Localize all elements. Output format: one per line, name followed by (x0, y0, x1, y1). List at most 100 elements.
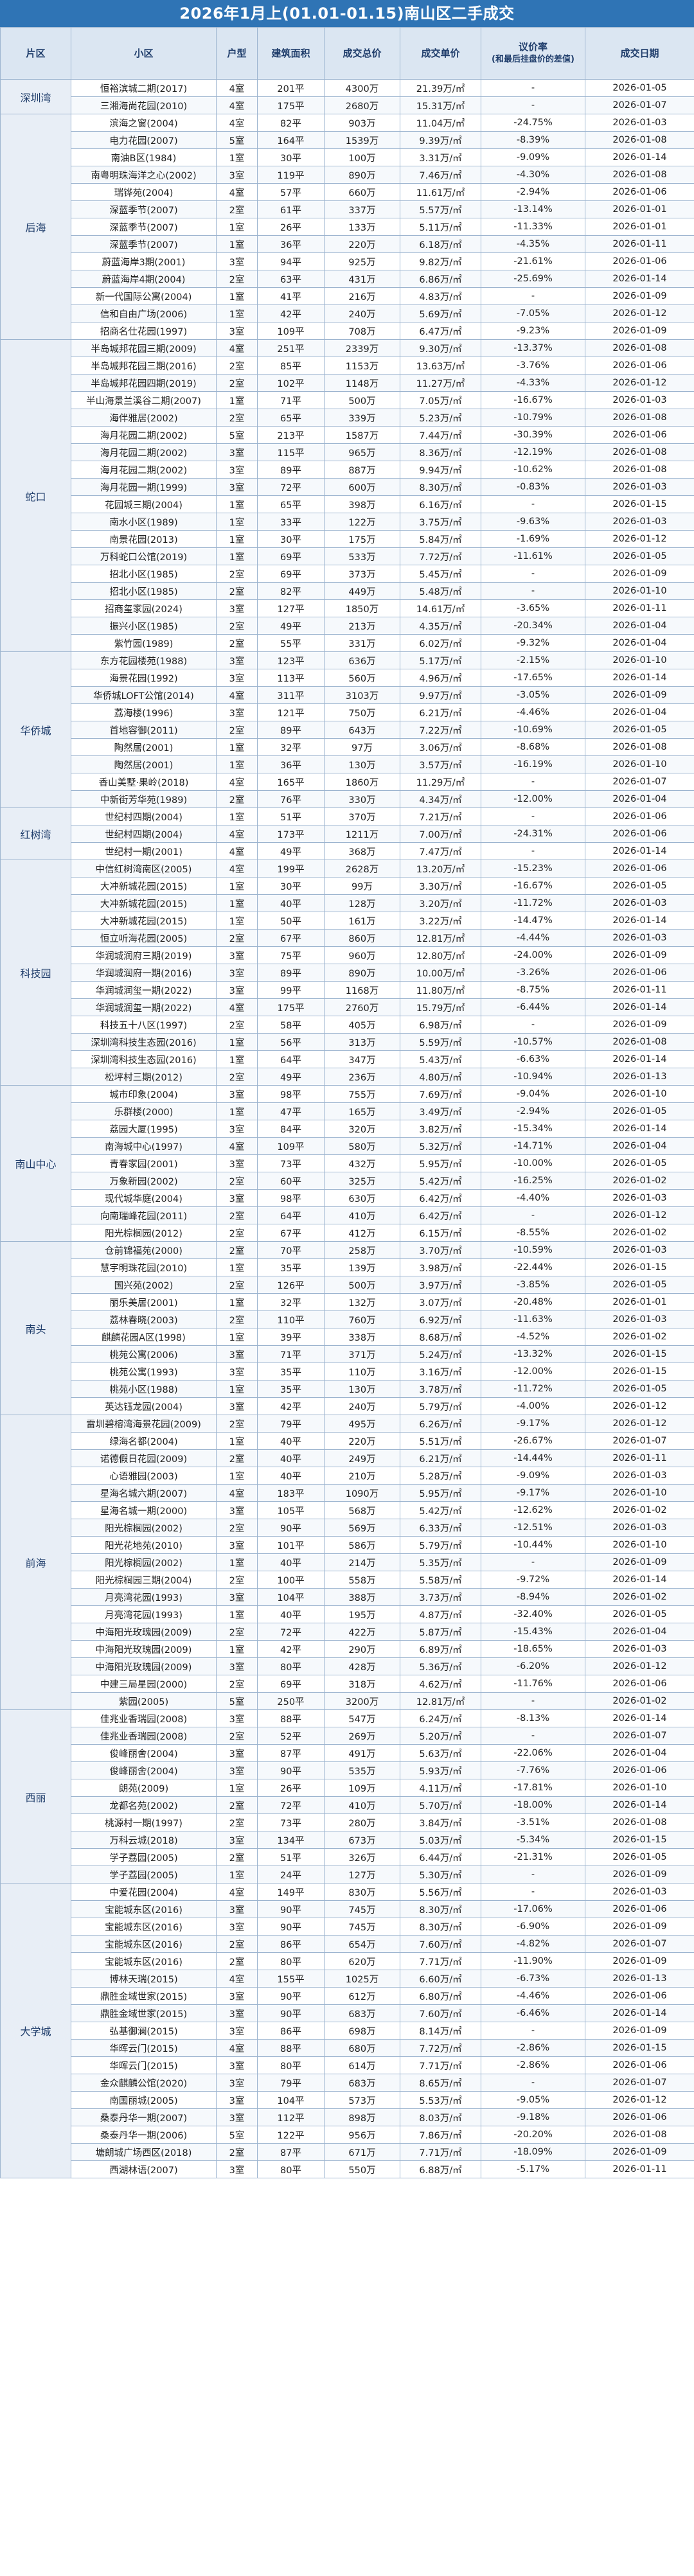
total-cell: 2628万 (324, 860, 400, 878)
unit-cell: 15.31万/㎡ (400, 96, 481, 114)
total-cell: 347万 (324, 1050, 400, 1068)
rooms-cell: 3室 (216, 1900, 258, 1918)
district-cell: 深圳湾 (0, 79, 71, 114)
name-cell: 龙都名苑(2002) (71, 1796, 217, 1814)
name-cell: 海月花园一期(1999) (71, 478, 217, 496)
area-cell: 49平 (257, 842, 325, 860)
unit-cell: 12.80万/㎡ (400, 946, 481, 964)
bargain-cell: - (481, 1727, 585, 1745)
unit-cell: 5.95万/㎡ (400, 1484, 481, 1502)
area-cell: 57平 (257, 183, 325, 201)
total-cell: 165万 (324, 1102, 400, 1120)
bargain-cell: -14.71% (481, 1137, 585, 1155)
unit-cell: 7.22万/㎡ (400, 721, 481, 739)
bargain-cell: -6.63% (481, 1050, 585, 1068)
date-cell: 2026-01-06 (585, 2056, 694, 2074)
date-cell: 2026-01-09 (585, 1866, 694, 1883)
rooms-cell: 1室 (216, 1293, 258, 1311)
name-cell: 海月花园二期(2002) (71, 443, 217, 461)
date-cell: 2026-01-02 (585, 1588, 694, 1606)
name-cell: 桃苑公寓(1993) (71, 1363, 217, 1381)
date-cell: 2026-01-04 (585, 617, 694, 635)
rooms-cell: 4室 (216, 860, 258, 878)
bargain-cell: - (481, 773, 585, 791)
area-cell: 164平 (257, 131, 325, 149)
unit-cell: 7.72万/㎡ (400, 547, 481, 565)
table-row: 瑞铧苑(2004) 4室 57平 660万 11.61万/㎡ -2.94% 2026-01-… (1, 183, 694, 201)
bargain-cell: -8.68% (481, 738, 585, 756)
total-cell: 680万 (324, 2039, 400, 2057)
name-cell: 现代城华庭(2004) (71, 1189, 217, 1207)
date-cell: 2026-01-04 (585, 1623, 694, 1641)
date-cell: 2026-01-15 (585, 1345, 694, 1363)
total-cell: 586万 (324, 1536, 400, 1554)
table-row: 英达钰龙园(2004) 3室 42平 240万 5.79万/㎡ -4.00% 2026-01… (1, 1397, 694, 1415)
rooms-cell: 3室 (216, 1189, 258, 1207)
bargain-cell: -11.72% (481, 894, 585, 912)
bargain-cell: -5.17% (481, 2160, 585, 2178)
bargain-cell: -16.25% (481, 1172, 585, 1190)
bargain-cell: -9.23% (481, 322, 585, 340)
name-cell: 金众麒麟公馆(2020) (71, 2074, 217, 2092)
table-row: 南头 仓前锦福苑(2000) 2室 70平 258万 3.70万/㎡ -10.59% 2026… (0, 1241, 694, 1415)
name-cell: 诺德假日花园(2009) (71, 1449, 217, 1467)
bargain-cell: -2.86% (481, 2039, 585, 2057)
area-cell: 64平 (257, 1050, 325, 1068)
name-cell: 中海阳光玫瑰园(2009) (71, 1640, 217, 1658)
date-cell: 2026-01-06 (585, 252, 694, 270)
unit-cell: 4.87万/㎡ (400, 1605, 481, 1623)
unit-cell: 3.82万/㎡ (400, 1120, 481, 1138)
unit-cell: 7.44万/㎡ (400, 426, 481, 444)
bargain-cell: -9.09% (481, 148, 585, 166)
date-cell: 2026-01-09 (585, 946, 694, 964)
bargain-cell: -2.15% (481, 651, 585, 669)
total-cell: 280万 (324, 1813, 400, 1831)
date-cell: 2026-01-03 (585, 478, 694, 496)
name-cell: 南国丽城(2005) (71, 2091, 217, 2109)
name-cell: 信和自由广场(2006) (71, 304, 217, 322)
area-cell: 32平 (257, 1293, 325, 1311)
rooms-cell: 1室 (216, 513, 258, 531)
unit-cell: 7.05万/㎡ (400, 391, 481, 409)
total-cell: 410万 (324, 1796, 400, 1814)
unit-cell: 5.30万/㎡ (400, 1866, 481, 1883)
area-cell: 35平 (257, 1258, 325, 1276)
name-cell: 花园城三期(2004) (71, 495, 217, 513)
total-cell: 573万 (324, 2091, 400, 2109)
bargain-cell: -4.30% (481, 166, 585, 184)
date-cell: 2026-01-05 (585, 79, 694, 97)
area-cell: 60平 (257, 1172, 325, 1190)
name-cell: 半岛城邦花园四期(2019) (71, 374, 217, 392)
table-row: 华侨城 东方花园楼苑(1988) 3室 123平 636万 5.17万/㎡ -2.15% 20… (0, 651, 694, 808)
date-cell: 2026-01-10 (585, 582, 694, 600)
total-cell: 371万 (324, 1345, 400, 1363)
rooms-cell: 5室 (216, 2126, 258, 2144)
rooms-cell: 4室 (216, 2039, 258, 2057)
table-row: 紫竹园(1989) 2室 55平 331万 6.02万/㎡ -9.32% 2026-01-0… (1, 634, 694, 652)
date-cell: 2026-01-02 (585, 1172, 694, 1190)
bargain-cell: -16.19% (481, 755, 585, 773)
rooms-cell: 1室 (216, 1467, 258, 1485)
area-cell: 102平 (257, 374, 325, 392)
date-cell: 2026-01-08 (585, 738, 694, 756)
date-cell: 2026-01-08 (585, 443, 694, 461)
bargain-cell: -11.76% (481, 1675, 585, 1693)
table-row: 俊峰丽舍(2004) 3室 87平 491万 5.63万/㎡ -22.06% 2026-01… (1, 1744, 694, 1762)
rooms-cell: 4室 (216, 1484, 258, 1502)
unit-cell: 9.39万/㎡ (400, 131, 481, 149)
name-cell: 英达钰龙园(2004) (71, 1397, 217, 1415)
date-cell: 2026-01-06 (585, 1675, 694, 1693)
area-cell: 35平 (257, 1363, 325, 1381)
area-cell: 61平 (257, 200, 325, 218)
area-cell: 40平 (257, 1467, 325, 1485)
header-row: 片区 小区 户型 建筑面积 成交总价 成交单价 议价率 (和最后挂盘价的差值) … (0, 27, 694, 80)
area-cell: 36平 (257, 755, 325, 773)
table-row: 电力花园(2007) 5室 164平 1539万 9.39万/㎡ -8.39% 2026-0… (1, 131, 694, 149)
unit-cell: 5.79万/㎡ (400, 1536, 481, 1554)
header-area: 建筑面积 (257, 27, 325, 80)
bargain-cell: - (481, 2022, 585, 2040)
name-cell: 月亮湾花园(1993) (71, 1588, 217, 1606)
district-cell: 红树湾 (0, 807, 71, 860)
name-cell: 华润城润府三期(2019) (71, 946, 217, 964)
bargain-cell: -6.44% (481, 998, 585, 1016)
